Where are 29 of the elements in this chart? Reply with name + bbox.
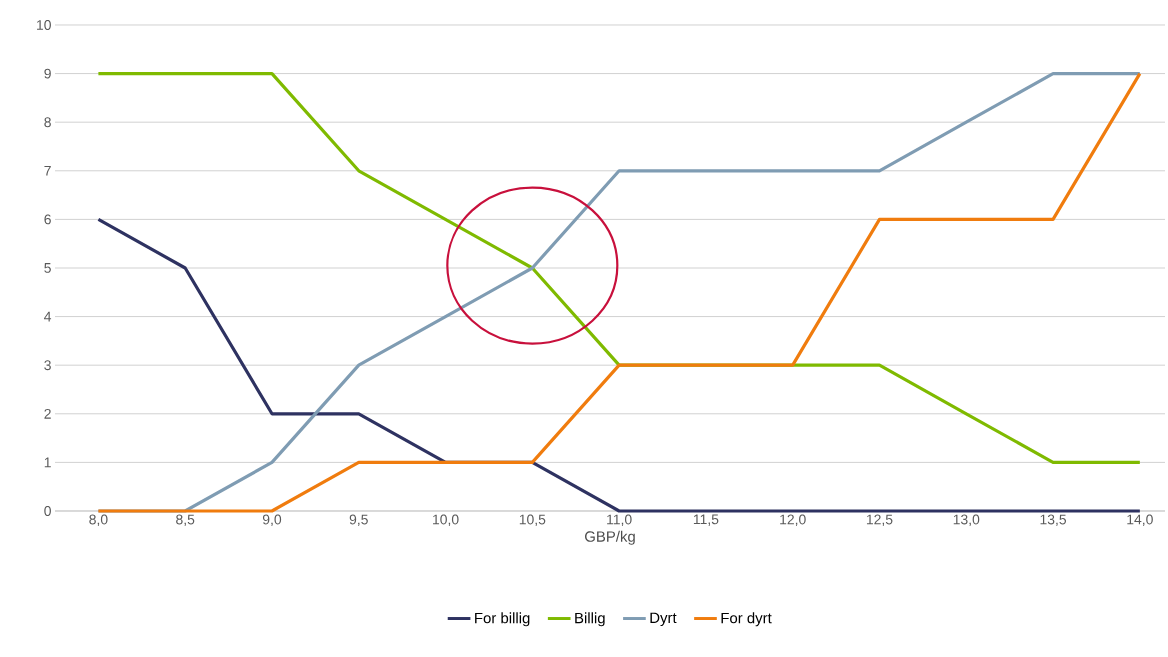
x-tick-label: 13,5	[1040, 514, 1067, 527]
y-tick-label: 6	[44, 214, 51, 225]
y-tick-label: 1	[44, 457, 51, 468]
x-tick-label: 10,0	[433, 514, 459, 527]
y-tick-label: 8	[44, 117, 51, 128]
x-tick-label: 12,0	[780, 514, 806, 527]
y-tick-label: 4	[44, 311, 52, 322]
legend-label: Billig	[575, 612, 605, 627]
x-tick-label: 11,0	[607, 514, 632, 527]
x-tick-label: 8,0	[89, 514, 108, 527]
y-tick-label: 9	[44, 68, 51, 79]
x-tick-label: 8,5	[176, 514, 195, 527]
y-tick-label: 0	[44, 506, 51, 516]
x-axis-title: GBP/kg	[585, 530, 635, 545]
y-tick-label: 5	[44, 263, 51, 273]
legend-label: For billig	[475, 612, 530, 627]
x-tick-label: 13,0	[953, 514, 980, 527]
x-tick-label: 9,5	[349, 514, 368, 527]
y-tick-label: 7	[44, 165, 51, 176]
x-tick-label: 9,0	[262, 514, 282, 527]
y-tick-label: 3	[44, 360, 51, 371]
x-tick-label: 11,5	[693, 514, 719, 526]
y-tick-label: 10	[37, 20, 51, 30]
x-tick-label: 10,5	[519, 514, 546, 527]
x-tick-label: 14,0	[1127, 514, 1153, 527]
x-tick-label: 12,5	[866, 514, 893, 527]
y-tick-label: 2	[44, 408, 51, 419]
legend-label: Dyrt	[650, 612, 677, 627]
legend-label: For dyrt	[721, 612, 772, 627]
